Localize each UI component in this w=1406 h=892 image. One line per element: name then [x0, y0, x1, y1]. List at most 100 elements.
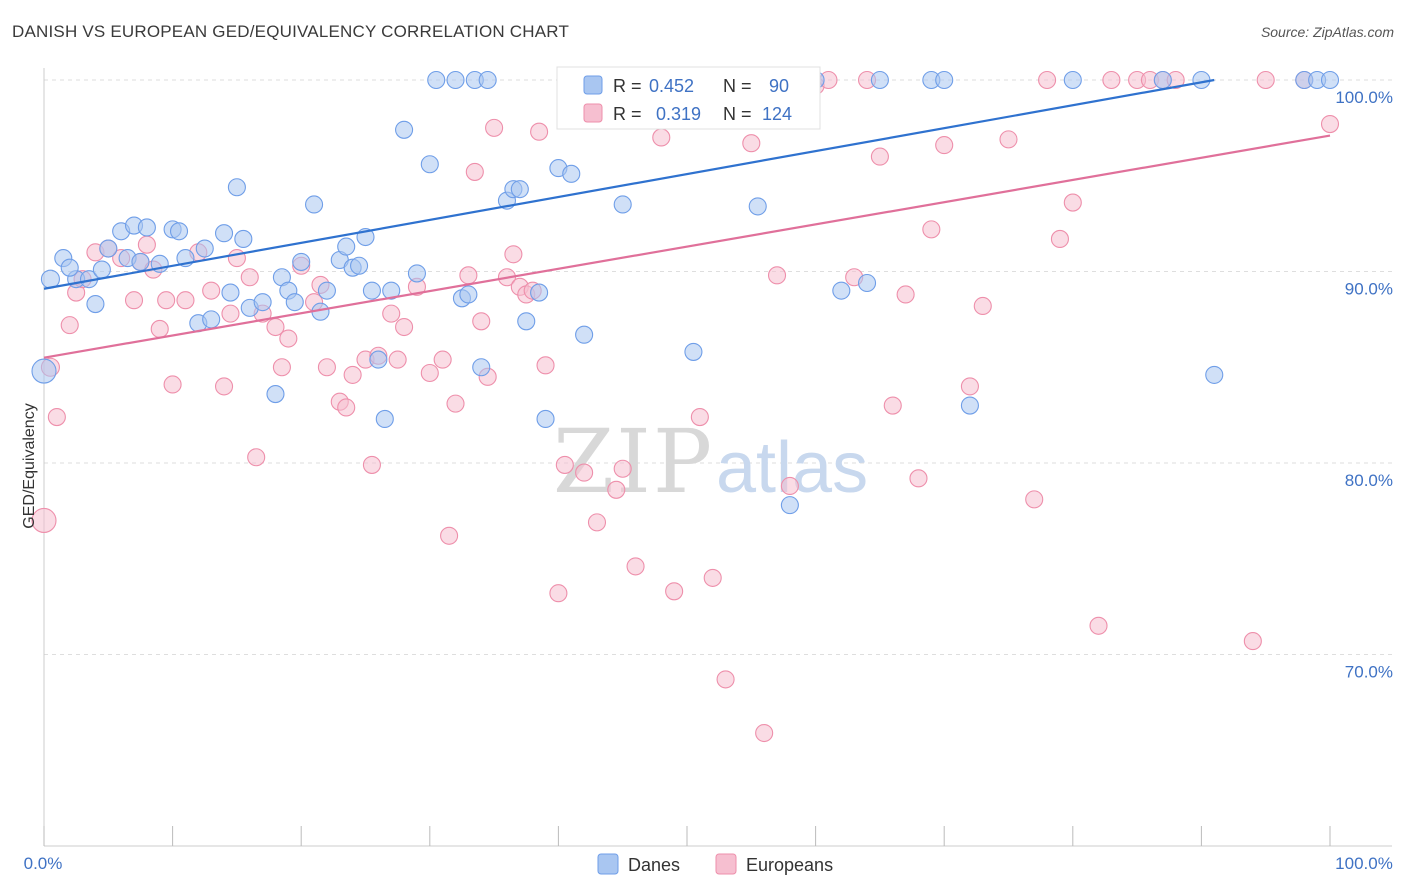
europeans-r-value: 0.319: [656, 104, 701, 124]
europeans-point: [362, 455, 381, 474]
europeans-point: [1320, 114, 1340, 134]
danes-point: [459, 285, 478, 304]
europeans-point: [555, 455, 574, 474]
danes-point: [382, 281, 401, 300]
y-tick-label: 80.0%: [1345, 471, 1393, 490]
danes-point: [446, 70, 465, 90]
europeans-point: [536, 356, 555, 375]
europeans-point: [395, 317, 414, 337]
europeans-point: [935, 136, 954, 155]
europeans-point: [1102, 70, 1121, 90]
europeans-point: [124, 291, 144, 310]
europeans-point: [999, 130, 1018, 149]
europeans-point: [337, 398, 356, 417]
danes-point: [221, 283, 240, 302]
europeans-points: [31, 70, 1340, 743]
danes-n-label: N =: [723, 76, 752, 96]
europeans-point: [626, 557, 645, 576]
x-ticks: [43, 826, 1331, 846]
europeans-point: [279, 329, 298, 348]
y-tick-label: 100.0%: [1335, 88, 1393, 107]
europeans-point: [227, 249, 246, 268]
europeans-point: [1050, 229, 1069, 248]
danes-point: [420, 155, 439, 174]
europeans-point: [420, 363, 439, 383]
danes-point: [253, 293, 272, 312]
europeans-point: [47, 407, 66, 427]
europeans-point: [465, 162, 484, 181]
europeans-point: [652, 128, 671, 147]
series-legend: Danes Europeans: [597, 853, 833, 875]
danes-point: [684, 342, 703, 361]
chart-source: Source: ZipAtlas.com: [1260, 24, 1394, 40]
europeans-point: [575, 463, 594, 482]
danes-point: [99, 239, 118, 258]
europeans-point: [221, 304, 240, 323]
europeans-point: [549, 584, 568, 603]
europeans-point: [176, 291, 195, 310]
danes-point: [1205, 365, 1224, 384]
danes-point: [832, 281, 851, 300]
danes-point: [1320, 70, 1340, 90]
europeans-point: [137, 235, 156, 254]
stats-legend: R = 0.452 N = 90 R = 0.319 N = 124: [556, 66, 821, 130]
europeans-point: [690, 407, 709, 427]
danes-point: [407, 264, 426, 283]
danes-point: [1153, 70, 1172, 90]
danes-legend-label: Danes: [628, 855, 680, 875]
danes-point: [613, 195, 632, 214]
danes-point: [575, 325, 594, 344]
danes-point: [780, 496, 799, 515]
europeans-point: [343, 365, 362, 384]
danes-point: [517, 312, 536, 331]
europeans-point: [446, 394, 465, 413]
danes-point: [131, 252, 150, 271]
europeans-point: [31, 507, 57, 534]
europeans-point: [272, 358, 291, 377]
danes-n-value: 90: [769, 76, 789, 96]
europeans-point: [433, 350, 452, 369]
danes-point: [530, 283, 549, 302]
danes-stat-swatch: [583, 75, 603, 95]
danes-point: [1063, 70, 1082, 90]
europeans-point: [703, 568, 722, 587]
europeans-point: [214, 377, 234, 396]
europeans-point: [440, 526, 459, 545]
danes-point: [195, 239, 214, 258]
europeans-point: [382, 304, 401, 323]
europeans-point: [459, 266, 478, 285]
danes-r-value: 0.452: [649, 76, 694, 96]
axes: [43, 68, 1392, 847]
danes-point: [227, 178, 246, 197]
europeans-point: [755, 723, 774, 743]
europeans-stat-swatch: [583, 103, 603, 123]
danes-point: [60, 258, 79, 277]
danes-point: [202, 310, 221, 329]
europeans-point: [1089, 616, 1108, 635]
danes-point: [317, 281, 336, 300]
europeans-point: [780, 476, 799, 496]
europeans-point: [150, 319, 169, 339]
danes-point: [478, 70, 497, 90]
europeans-point: [716, 670, 735, 689]
danes-point: [1192, 70, 1211, 90]
europeans-point: [973, 296, 992, 316]
europeans-legend-swatch: [715, 853, 737, 875]
gridlines: [44, 79, 1392, 655]
europeans-point: [1256, 70, 1275, 90]
europeans-point: [240, 268, 259, 287]
danes-point: [536, 409, 555, 429]
danes-legend-swatch: [597, 853, 619, 875]
europeans-point: [157, 291, 176, 310]
danes-point: [137, 218, 156, 237]
europeans-n-value: 124: [762, 104, 792, 124]
europeans-point: [163, 375, 182, 394]
europeans-point: [767, 266, 787, 285]
danes-point: [350, 256, 369, 275]
x-tick-label-min: 0.0%: [24, 854, 63, 873]
danes-point: [960, 396, 979, 415]
europeans-point: [472, 312, 491, 331]
europeans-point: [247, 448, 266, 467]
zipatlas-watermark: ZIP atlas: [553, 410, 868, 513]
europeans-point: [607, 480, 626, 499]
